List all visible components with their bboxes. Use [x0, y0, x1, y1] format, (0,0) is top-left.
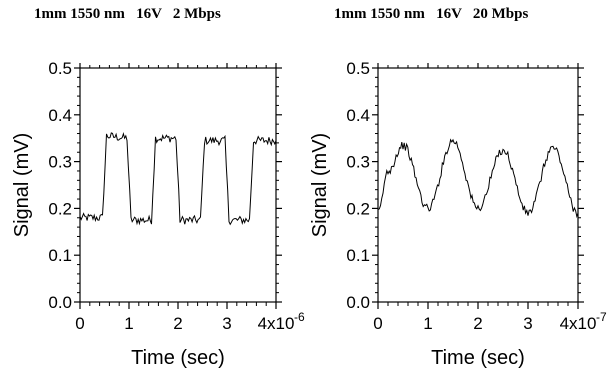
chart0-series-line	[79, 132, 277, 226]
chart0-x-tick-label: 4x10	[258, 314, 295, 333]
chart1-x-tick-label: 0	[373, 314, 382, 333]
chart1-series-line	[377, 138, 579, 219]
chart1-x-axis-label: Time (sec)	[431, 347, 525, 369]
chart1-y-tick-label: 0.2	[346, 199, 370, 218]
chart1-x-tick-label: 3	[523, 314, 532, 333]
chart0-x-tick-label: 1	[124, 314, 133, 333]
chart0-y-tick-label: 0.0	[48, 293, 72, 312]
chart0-y-tick-label: 0.4	[48, 106, 72, 125]
chart0-y-tick-label: 0.1	[48, 246, 72, 265]
chart1-y-tick-label: 0.5	[346, 59, 370, 78]
chart1-y-tick-label: 0.0	[346, 293, 370, 312]
chart0-y-tick-label: 0.5	[48, 59, 72, 78]
chart1-y-tick-label: 0.1	[346, 246, 370, 265]
chart0-x-tick-label: 2	[173, 314, 182, 333]
chart1-plot-frame	[377, 67, 579, 303]
chart1-y-tick-label: 0.4	[346, 106, 370, 125]
chart1-y-tick-label: 0.3	[346, 153, 370, 172]
chart1-x-tick-label: 4x10	[560, 314, 597, 333]
chart1-x-tick-label: 2	[473, 314, 482, 333]
chart0-y-tick-label: 0.2	[48, 199, 72, 218]
chart0-x-tick-label: 0	[75, 314, 84, 333]
chart-title-left: 1mm 1550 nm 16V 2 Mbps	[34, 6, 221, 22]
chart0-x-axis-label: Time (sec)	[131, 347, 225, 369]
chart1-y-axis-label: Signal (mV)	[309, 133, 331, 237]
chart0-y-tick-label: 0.3	[48, 153, 72, 172]
chart0-x-tick-label: 3	[222, 314, 231, 333]
chart1-x-tick-exponent: -7	[596, 310, 607, 324]
chart1-x-tick-label: 1	[423, 314, 432, 333]
chart-title-right: 1mm 1550 nm 16V 20 Mbps	[334, 6, 529, 22]
chart0-y-axis-label: Signal (mV)	[11, 133, 33, 237]
chart0-x-tick-exponent: -6	[294, 310, 305, 324]
